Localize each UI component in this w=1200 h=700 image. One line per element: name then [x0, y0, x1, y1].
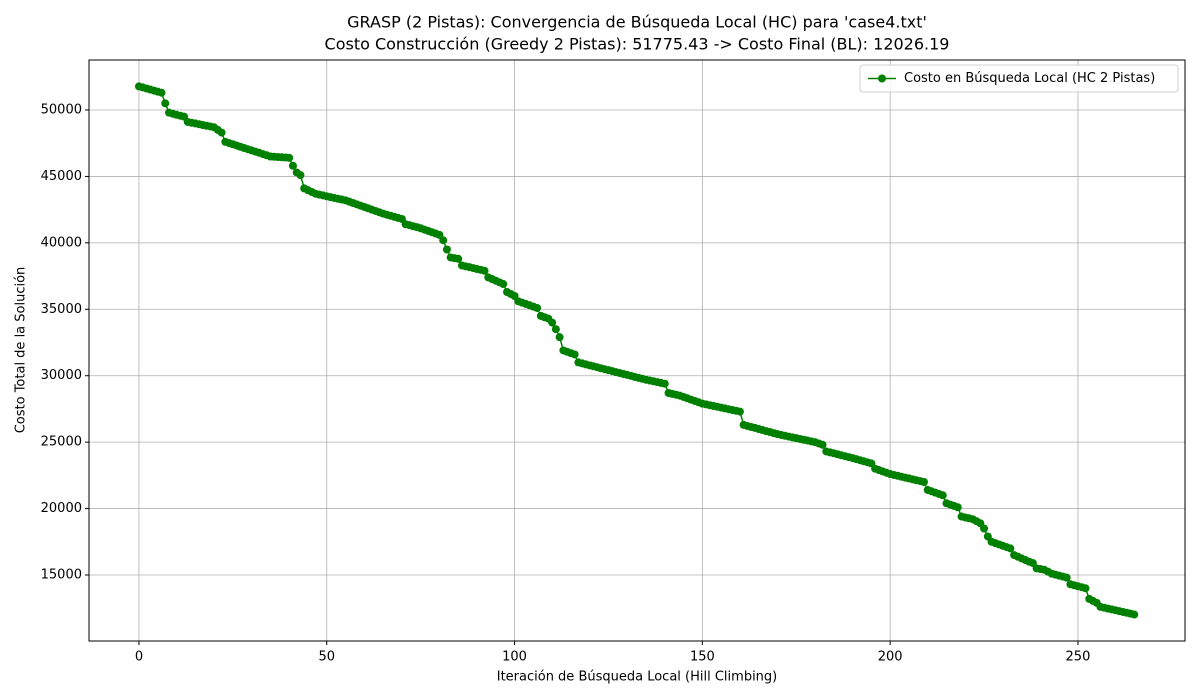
point	[1062, 573, 1071, 582]
point	[953, 503, 962, 512]
chart-subtitle: Costo Construcción (Greedy 2 Pistas): 51…	[325, 35, 950, 54]
point	[570, 350, 579, 359]
point	[454, 254, 463, 263]
point	[919, 478, 928, 487]
point	[660, 379, 669, 388]
y-tick-label: 30000	[41, 368, 82, 383]
point	[499, 280, 508, 289]
legend-marker	[878, 74, 886, 83]
point	[1006, 544, 1015, 553]
x-tick-label: 200	[878, 650, 903, 665]
y-tick-label: 25000	[41, 435, 82, 450]
legend-box	[859, 64, 1179, 93]
x-axis-label: Iteración de Búsqueda Local (Hill Climbi…	[497, 670, 778, 685]
point	[555, 333, 564, 342]
x-tick-label: 250	[1066, 650, 1091, 665]
y-tick-label: 15000	[41, 568, 82, 583]
point	[157, 88, 166, 97]
x-tick-label: 0	[135, 650, 143, 665]
plot-frame	[88, 59, 1186, 642]
point	[938, 491, 947, 500]
point	[480, 266, 489, 275]
y-tick-label: 40000	[41, 235, 82, 250]
point	[296, 171, 305, 180]
point	[980, 524, 989, 533]
point	[533, 303, 542, 312]
point	[551, 325, 560, 334]
y-tick-label: 45000	[41, 169, 82, 184]
y-axis-label: Costo Total de la Solución	[14, 267, 29, 434]
point	[818, 440, 827, 449]
point	[217, 128, 226, 137]
point	[735, 407, 744, 416]
point	[161, 99, 170, 108]
x-tick-label: 50	[318, 650, 335, 665]
point	[285, 153, 294, 162]
x-tick-label: 100	[502, 650, 527, 665]
legend-label: Costo en Búsqueda Local (HC 2 Pistas)	[904, 71, 1155, 86]
chart-title: GRASP (2 Pistas): Convergencia de Búsque…	[347, 13, 927, 32]
point	[1081, 584, 1090, 593]
x-tick-label: 150	[690, 650, 715, 665]
point	[439, 236, 448, 245]
point	[288, 161, 297, 170]
y-tick-label: 20000	[41, 501, 82, 516]
point	[442, 245, 451, 254]
y-tick-label: 35000	[41, 302, 82, 317]
point	[548, 318, 557, 327]
point	[1130, 610, 1139, 619]
y-tick-label: 50000	[41, 102, 82, 117]
